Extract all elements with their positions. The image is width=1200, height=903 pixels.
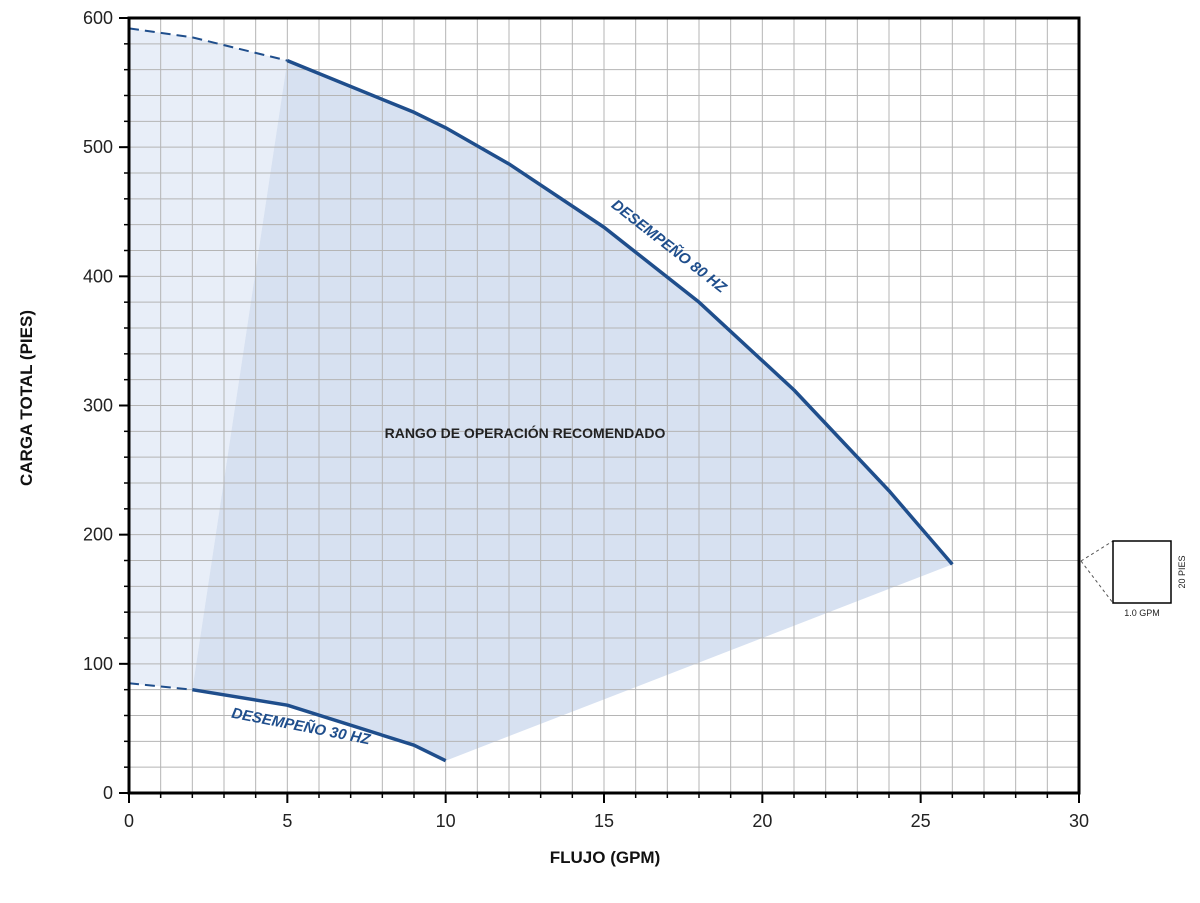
grid-scale-height-label: 20 PIES: [1177, 555, 1187, 588]
y-tick-label: 100: [83, 654, 113, 674]
x-tick-label: 0: [124, 811, 134, 831]
x-tick-label: 25: [911, 811, 931, 831]
curve-80hz-extension: [128, 27, 288, 62]
x-tick-label: 20: [752, 811, 772, 831]
x-tick-label: 15: [594, 811, 614, 831]
curve-30hz-extension: [128, 682, 193, 691]
curve-30hz: [192, 687, 447, 763]
grid-scale-box: [1112, 540, 1172, 604]
y-tick-label: 0: [103, 783, 113, 803]
x-tick-label: 5: [282, 811, 292, 831]
x-tick-label: 10: [436, 811, 456, 831]
y-tick-label: 600: [83, 8, 113, 28]
curve-80hz: [286, 59, 954, 566]
y-tick-label: 300: [83, 396, 113, 416]
y-tick-label: 200: [83, 525, 113, 545]
y-tick-label: 400: [83, 266, 113, 286]
y-tick-label: 500: [83, 137, 113, 157]
grid-scale-key: 1.0 GPM 20 PIES: [1080, 540, 1187, 618]
extended-range-area: [129, 28, 288, 690]
x-tick-label: 30: [1069, 811, 1089, 831]
x-axis-title: FLUJO (GPM): [550, 848, 661, 867]
curve-layer: [128, 27, 954, 763]
y-axis-title: CARGA TOTAL (PIES): [17, 310, 36, 486]
grid-scale-width-label: 1.0 GPM: [1124, 608, 1160, 618]
recommended-range-annotation: RANGO DE OPERACIÓN RECOMENDADO: [385, 424, 666, 441]
